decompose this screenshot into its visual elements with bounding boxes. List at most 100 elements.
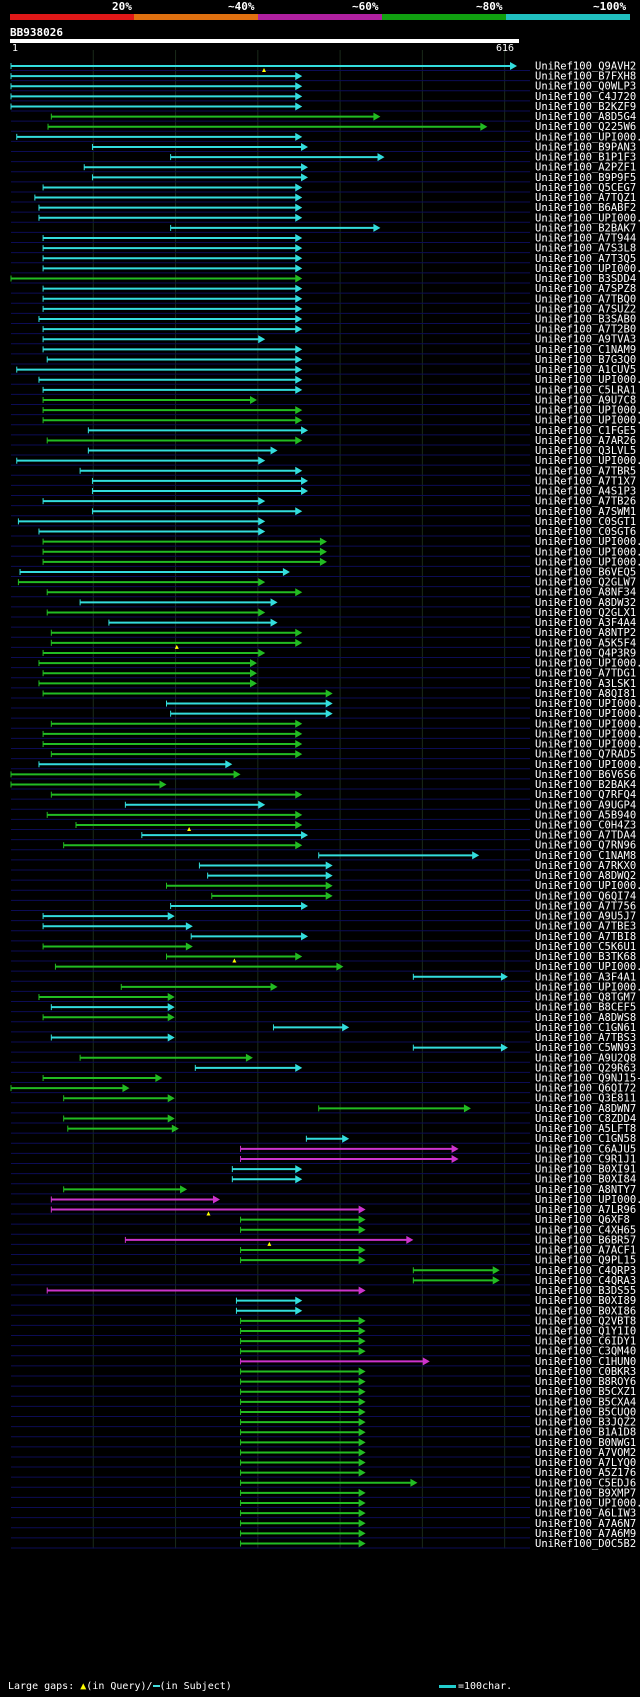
hit-label: UniRef100_UPI000...: [535, 536, 640, 548]
hit-arrow: [358, 1377, 366, 1386]
hit-label: UniRef100_C9R1J1: [535, 1153, 636, 1165]
hit-arrow: [301, 831, 309, 840]
hit-arrow: [258, 648, 266, 657]
hit-label: UniRef100_B7FXH8: [535, 71, 636, 83]
percent-label-40: ~40%: [228, 0, 255, 13]
hit-arrow: [295, 244, 303, 253]
hit-arrow: [358, 1509, 366, 1518]
hit-arrow: [325, 881, 333, 890]
hit-label: UniRef100_Q225W6: [535, 121, 636, 133]
hit-label: UniRef100_UPI000...: [535, 212, 640, 224]
hit-label: UniRef100_C0SGT1: [535, 516, 636, 528]
hit-label: UniRef100_B0XI84: [535, 1174, 636, 1186]
hit-arrow: [258, 497, 266, 506]
hit-arrow: [167, 1033, 175, 1042]
hit-arrow: [250, 659, 258, 668]
hit-label: UniRef100_Q2GLX1: [535, 607, 636, 619]
hit-arrow: [358, 1286, 366, 1295]
hit-label: UniRef100_A8DWN7: [535, 1103, 636, 1115]
hit-arrow: [250, 669, 258, 678]
hit-arrow: [358, 1316, 366, 1325]
hit-label: UniRef100_B0XI89: [535, 1295, 636, 1307]
hit-arrow: [319, 547, 327, 556]
hit-label: UniRef100_C5WN93: [535, 1042, 636, 1054]
query-gap-marker: [206, 1211, 211, 1216]
hit-label: UniRef100_A7RKX0: [535, 860, 636, 872]
hit-arrow: [358, 1448, 366, 1457]
hit-arrow: [358, 1397, 366, 1406]
query-gap-icon: ▲: [80, 1681, 87, 1692]
hit-arrow: [492, 1276, 500, 1285]
hit-label: UniRef100_A9U5J7: [535, 911, 636, 923]
hit-label: UniRef100_A5Z176: [535, 1467, 636, 1479]
hit-arrow: [295, 304, 303, 313]
hit-label: UniRef100_UPI000...: [535, 658, 640, 670]
hit-label: UniRef100_A3F4A1: [535, 971, 636, 983]
hit-arrow: [500, 1043, 508, 1052]
hit-arrow: [155, 1074, 163, 1082]
hit-label: UniRef100_UPI000...: [535, 759, 640, 771]
hit-arrow: [451, 1144, 459, 1153]
hit-arrow: [167, 1013, 175, 1022]
hit-label: UniRef100_UPI000...: [535, 455, 640, 467]
hit-label: UniRef100_A9U2Q8: [535, 1052, 636, 1064]
hit-arrow: [180, 1185, 188, 1194]
hit-label: UniRef100_Q1Y1I0: [535, 1326, 636, 1338]
hit-label: UniRef100_C3QM40: [535, 1346, 636, 1358]
hit-label: UniRef100_A7T2B0: [535, 324, 636, 336]
hit-arrow: [295, 132, 303, 141]
hit-arrow: [358, 1438, 366, 1447]
hit-label: UniRef100_A8NTY7: [535, 1184, 636, 1196]
hit-arrow: [245, 1053, 253, 1062]
hit-label: UniRef100_B1A1D8: [535, 1427, 636, 1439]
percent-label-20: 20%: [112, 0, 132, 13]
hit-arrow: [295, 234, 303, 243]
hit-label: UniRef100_A5K5F4: [535, 637, 636, 649]
hit-arrow: [325, 891, 333, 900]
hit-label: UniRef100_A8NF34: [535, 587, 636, 599]
hit-label: UniRef100_B8CEF5: [535, 1002, 636, 1014]
hit-label: UniRef100_UPI000...: [535, 981, 640, 993]
hit-arrow: [295, 264, 303, 273]
hit-arrow: [319, 557, 327, 566]
hit-arrow: [358, 1215, 366, 1224]
hit-arrow: [295, 406, 303, 415]
band-40-60: [258, 14, 382, 20]
hit-arrow: [270, 982, 278, 991]
subject-gap-icon: [152, 1685, 160, 1687]
hit-label: UniRef100_A7TBR5: [535, 465, 636, 477]
hit-arrow: [295, 1165, 303, 1174]
hit-label: UniRef100_A7AR26: [535, 435, 636, 447]
hit-arrow: [295, 254, 303, 263]
hit-label: UniRef100_UPI000...: [535, 556, 640, 568]
hit-arrow: [358, 1499, 366, 1508]
hit-label: UniRef100_Q7RN96: [535, 840, 636, 852]
hit-label: UniRef100_B6BR57: [535, 1234, 636, 1246]
hit-label: UniRef100_UPI000...: [535, 1194, 640, 1206]
identity-legend: 20% ~40% ~60% ~80% ~100%: [0, 0, 640, 24]
hit-arrow: [342, 1023, 350, 1032]
query-bar: [10, 39, 519, 43]
hit-label: UniRef100_UPI000...: [535, 546, 640, 558]
hit-arrow: [301, 163, 309, 172]
hit-arrow: [295, 1063, 303, 1072]
hit-arrow: [295, 82, 303, 91]
hit-label: UniRef100_C4XH65: [535, 1224, 636, 1236]
hit-label: UniRef100_Q2GLW7: [535, 577, 636, 589]
hit-label: UniRef100_Q6QI72: [535, 1083, 636, 1095]
hit-arrow: [185, 922, 193, 931]
scale-key: =100char.: [439, 1681, 512, 1692]
hit-arrow: [250, 679, 258, 688]
hit-label: UniRef100_UPI000...: [535, 1498, 640, 1510]
hit-arrow: [167, 1003, 175, 1012]
hit-arrow: [342, 1134, 350, 1143]
hit-arrow: [295, 588, 303, 597]
hit-label: UniRef100_A3F4A4: [535, 617, 636, 629]
hit-label: UniRef100_A7TBS3: [535, 1032, 636, 1044]
hit-arrow: [358, 1337, 366, 1346]
hit-label: UniRef100_B0XI86: [535, 1305, 636, 1317]
hit-label: UniRef100_A5B940: [535, 809, 636, 821]
hit-label: UniRef100_Q4P3R9: [535, 647, 636, 659]
hit-label: UniRef100_A7TBQ0: [535, 293, 636, 305]
